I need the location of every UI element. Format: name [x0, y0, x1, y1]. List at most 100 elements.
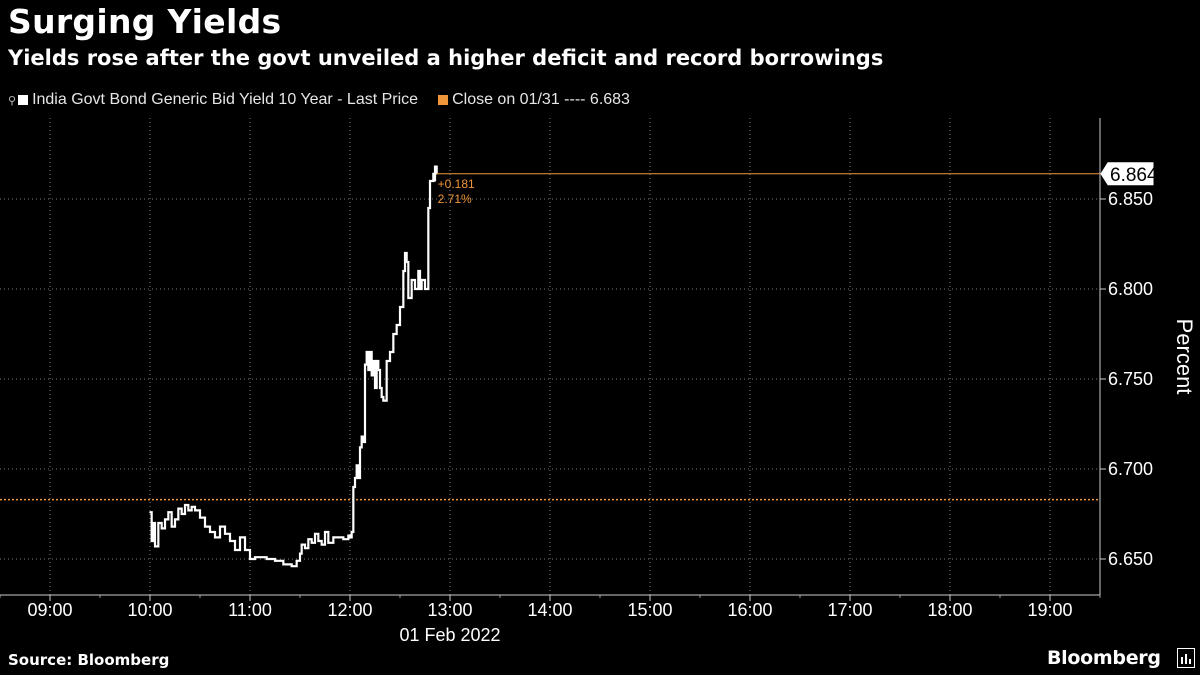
- data-point: [282, 563, 285, 566]
- data-point: [357, 477, 360, 479]
- data-point: [402, 270, 405, 272]
- data-point: [374, 387, 376, 389]
- data-point: [194, 509, 196, 512]
- data-point: [389, 351, 391, 353]
- legend-item-close[interactable]: Close on 01/31 ---- 6.683: [438, 91, 630, 109]
- data-point: [399, 306, 401, 308]
- data-point: [342, 538, 345, 540]
- data-point: [204, 525, 206, 528]
- data-point: [160, 527, 163, 530]
- data-point: [337, 536, 340, 539]
- series-line: [150, 165, 438, 568]
- y-tick-label: 6.750: [1108, 369, 1153, 389]
- data-point: [434, 180, 436, 182]
- data-point: [332, 536, 335, 539]
- data-point: [209, 531, 211, 533]
- data-point: [214, 536, 216, 539]
- data-point: [177, 507, 180, 510]
- data-point: [432, 173, 435, 175]
- data-point: [219, 525, 221, 528]
- y-tick-label: 6.800: [1108, 279, 1153, 299]
- change-abs-label: +0.181: [438, 177, 475, 191]
- x-tick-label: 17:00: [827, 600, 872, 620]
- data-point: [364, 363, 366, 366]
- data-point: [307, 538, 310, 540]
- data-point: [152, 522, 155, 524]
- y-axis-label: Percent: [1172, 319, 1197, 395]
- data-point: [395, 324, 398, 326]
- data-point: [265, 558, 268, 560]
- data-point: [310, 542, 313, 544]
- data-point: [150, 540, 153, 542]
- data-point: [427, 207, 430, 209]
- data-point: [149, 511, 151, 513]
- data-point: [370, 374, 373, 377]
- data-point: [410, 279, 413, 281]
- legend-item-series[interactable]: ⚲ India Govt Bond Generic Bid Yield 10 Y…: [8, 91, 418, 109]
- data-point: [420, 279, 423, 281]
- data-point: [365, 351, 368, 353]
- data-point: [424, 288, 426, 290]
- data-point: [414, 288, 416, 290]
- data-point: [385, 360, 388, 362]
- data-point: [359, 446, 361, 449]
- x-tick-label: 12:00: [327, 600, 372, 620]
- y-tick-label: 6.650: [1108, 549, 1153, 569]
- legend-close-label: Close on 01/31 ---- 6.683: [452, 91, 630, 108]
- data-point: [224, 533, 226, 535]
- data-point: [429, 180, 431, 182]
- data-point: [254, 556, 256, 558]
- bloomberg-icon: [1177, 648, 1195, 668]
- data-point: [377, 369, 380, 371]
- data-point: [229, 540, 231, 542]
- data-point: [417, 270, 420, 272]
- data-point: [317, 540, 320, 542]
- x-tick-label: 18:00: [927, 600, 972, 620]
- data-point: [362, 441, 365, 443]
- source-note: Source: Bloomberg: [8, 651, 170, 669]
- x-tick-label: 19:00: [1027, 600, 1072, 620]
- last-value-tag: 6.864: [1100, 162, 1158, 186]
- data-point: [434, 165, 436, 168]
- data-point: [300, 543, 303, 546]
- data-point: [187, 509, 190, 512]
- data-point: [367, 369, 370, 371]
- x-tick-label: 13:00: [427, 600, 472, 620]
- data-point: [355, 464, 358, 467]
- data-point: [170, 525, 173, 528]
- data-point: [154, 545, 156, 548]
- data-point: [174, 518, 176, 521]
- data-point: [244, 549, 246, 551]
- data-point: [157, 522, 160, 524]
- data-point: [249, 558, 251, 560]
- x-tick-label: 11:00: [228, 600, 272, 620]
- data-point: [360, 435, 363, 438]
- data-point: [354, 477, 356, 479]
- data-point: [372, 360, 375, 362]
- data-point: [314, 533, 316, 535]
- data-point: [350, 531, 353, 533]
- data-point: [239, 536, 241, 539]
- last-value-tag-label: 6.864: [1110, 165, 1158, 186]
- data-point: [369, 351, 371, 353]
- y-tick-label: 6.850: [1108, 189, 1153, 209]
- data-point: [379, 387, 381, 389]
- data-point: [167, 511, 170, 513]
- x-tick-label: 14:00: [527, 600, 572, 620]
- data-point: [327, 542, 330, 544]
- data-point: [274, 560, 276, 562]
- last-value-tag-box: [1100, 162, 1154, 186]
- x-tick-label: 10:00: [127, 600, 172, 620]
- data-point: [404, 252, 406, 254]
- data-point: [164, 518, 166, 521]
- data-point: [347, 534, 350, 537]
- data-point: [349, 536, 351, 539]
- data-point: [320, 543, 323, 546]
- data-point: [407, 297, 410, 299]
- data-point: [380, 396, 383, 398]
- y-tick-label: 6.700: [1108, 459, 1153, 479]
- data-point: [295, 560, 298, 562]
- data-point: [304, 547, 306, 549]
- data-point: [324, 531, 326, 533]
